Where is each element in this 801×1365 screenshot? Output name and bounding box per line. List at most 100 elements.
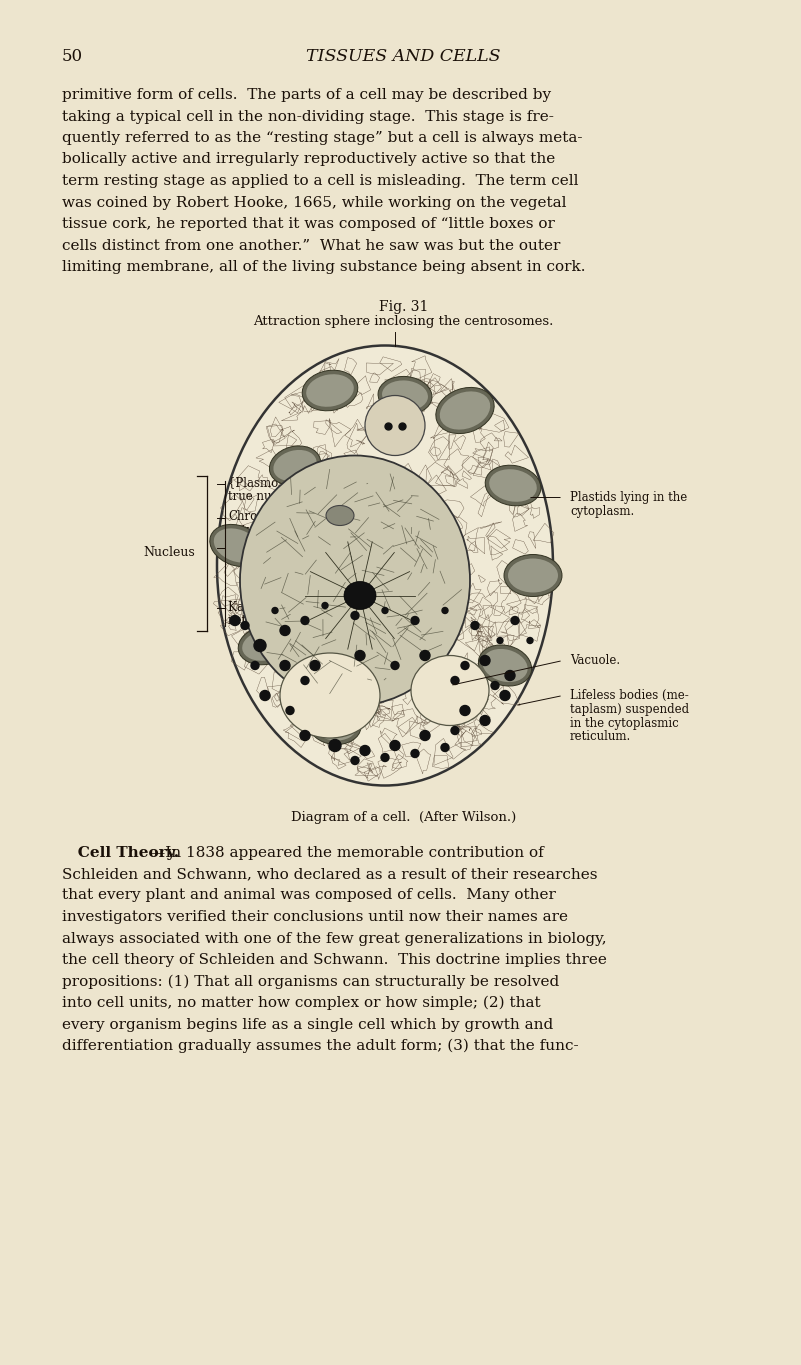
Ellipse shape [344,581,376,610]
Text: Lifeless bodies (me-: Lifeless bodies (me- [570,688,689,702]
Ellipse shape [489,470,537,502]
Circle shape [322,602,328,609]
Circle shape [381,753,389,762]
Circle shape [391,662,399,669]
Circle shape [254,639,266,651]
Circle shape [480,715,490,726]
Text: cytoplasm.: cytoplasm. [570,505,634,519]
Circle shape [497,637,503,643]
Ellipse shape [478,644,532,687]
Circle shape [442,607,448,613]
Circle shape [480,655,490,666]
Circle shape [500,691,510,700]
Circle shape [280,661,290,670]
Text: cells distinct from one another.”  What he saw was but the outer: cells distinct from one another.” What h… [62,239,561,253]
Text: always associated with one of the few great generalizations in biology,: always associated with one of the few gr… [62,931,606,946]
Ellipse shape [302,370,358,411]
Text: term resting stage as applied to a cell is misleading.  The term cell: term resting stage as applied to a cell … [62,173,578,188]
Ellipse shape [485,465,541,506]
Text: limiting membrane, all of the living substance being absent in cork.: limiting membrane, all of the living sub… [62,259,586,274]
Text: in the cytoplasmic: in the cytoplasmic [570,717,678,729]
Ellipse shape [306,374,354,407]
Circle shape [300,730,310,740]
Circle shape [420,730,430,740]
Circle shape [301,677,309,684]
Circle shape [260,691,270,700]
Circle shape [251,662,259,669]
Ellipse shape [280,652,380,738]
Text: propositions: (1) That all organisms can structurally be resolved: propositions: (1) That all organisms can… [62,975,559,988]
Ellipse shape [411,655,489,726]
Circle shape [471,621,479,629]
Ellipse shape [504,554,562,597]
Text: Attraction sphere inclosing the centrosomes.: Attraction sphere inclosing the centroso… [253,315,553,329]
Circle shape [286,707,294,714]
Text: TISSUES AND CELLS: TISSUES AND CELLS [306,48,501,66]
Text: investigators verified their conclusions until now their names are: investigators verified their conclusions… [62,910,568,924]
Text: Cell Theory.: Cell Theory. [62,845,179,860]
Circle shape [411,617,419,625]
Ellipse shape [309,707,361,744]
Ellipse shape [242,631,288,661]
Ellipse shape [508,558,558,592]
Circle shape [230,616,240,625]
Ellipse shape [313,710,357,741]
Circle shape [390,740,400,751]
Text: into cell units, no matter how complex or how simple; (2) that: into cell units, no matter how complex o… [62,996,541,1010]
Text: was coined by Robert Hooke, 1665, while working on the vegetal: was coined by Robert Hooke, 1665, while … [62,195,566,209]
Circle shape [451,677,459,684]
Circle shape [491,681,499,689]
Circle shape [411,749,419,758]
Circle shape [441,744,449,752]
Text: Linin-network.: Linin-network. [228,541,315,553]
Ellipse shape [436,388,494,434]
Circle shape [355,651,365,661]
Circle shape [420,651,430,661]
Circle shape [310,661,320,670]
Text: Plastids lying in the: Plastids lying in the [570,490,687,504]
Text: the cell theory of Schleiden and Schwann.  This doctrine implies three: the cell theory of Schleiden and Schwann… [62,953,607,966]
Circle shape [301,617,309,625]
Ellipse shape [269,446,320,485]
Text: Karyosome or: Karyosome or [228,601,311,613]
Ellipse shape [217,345,553,785]
Ellipse shape [214,528,260,562]
Circle shape [451,726,459,734]
Circle shape [511,617,519,625]
Text: Chromatin-: Chromatin- [228,511,296,524]
Text: Fig. 31: Fig. 31 [379,299,429,314]
Text: 50: 50 [62,48,83,66]
Circle shape [505,670,515,681]
Text: bolically active and irregularly reproductively active so that the: bolically active and irregularly reprodu… [62,153,555,167]
Text: quently referred to as the “resting stage” but a cell is always meta-: quently referred to as the “resting stag… [62,131,582,145]
Circle shape [241,621,249,629]
Text: primitive form of cells.  The parts of a cell may be described by: primitive form of cells. The parts of a … [62,87,551,102]
Circle shape [272,607,278,613]
Circle shape [382,607,388,613]
Ellipse shape [482,648,528,682]
Text: Nucleus: Nucleus [143,546,195,560]
Text: taking a typical cell in the non-dividing stage.  This stage is fre-: taking a typical cell in the non-dividin… [62,109,553,123]
Ellipse shape [382,381,428,411]
Text: tissue cork, he reported that it was composed of “little boxes or: tissue cork, he reported that it was com… [62,217,555,231]
Text: Schleiden and Schwann, who declared as a result of their researches: Schleiden and Schwann, who declared as a… [62,867,598,880]
Text: Vacuole.: Vacuole. [570,654,620,666]
Text: net-knot.: net-knot. [228,613,281,627]
Circle shape [351,756,359,764]
Circle shape [461,662,469,669]
Text: true nucleolus.: true nucleolus. [228,490,317,502]
Ellipse shape [326,505,354,526]
Text: taplasm) suspended: taplasm) suspended [570,703,689,715]
Text: —In 1838 appeared the memorable contribution of: —In 1838 appeared the memorable contribu… [151,845,544,860]
Ellipse shape [440,392,490,430]
Ellipse shape [238,627,292,665]
Ellipse shape [378,377,432,415]
Circle shape [527,637,533,643]
Ellipse shape [365,396,425,456]
Text: that every plant and animal was composed of cells.  Many other: that every plant and animal was composed… [62,889,556,902]
Circle shape [360,745,370,755]
Text: differentiation gradually assumes the adult form; (3) that the func-: differentiation gradually assumes the ad… [62,1039,578,1054]
Ellipse shape [273,450,316,480]
Ellipse shape [240,456,470,706]
Text: Diagram of a cell.  (After Wilson.): Diagram of a cell. (After Wilson.) [291,811,516,823]
